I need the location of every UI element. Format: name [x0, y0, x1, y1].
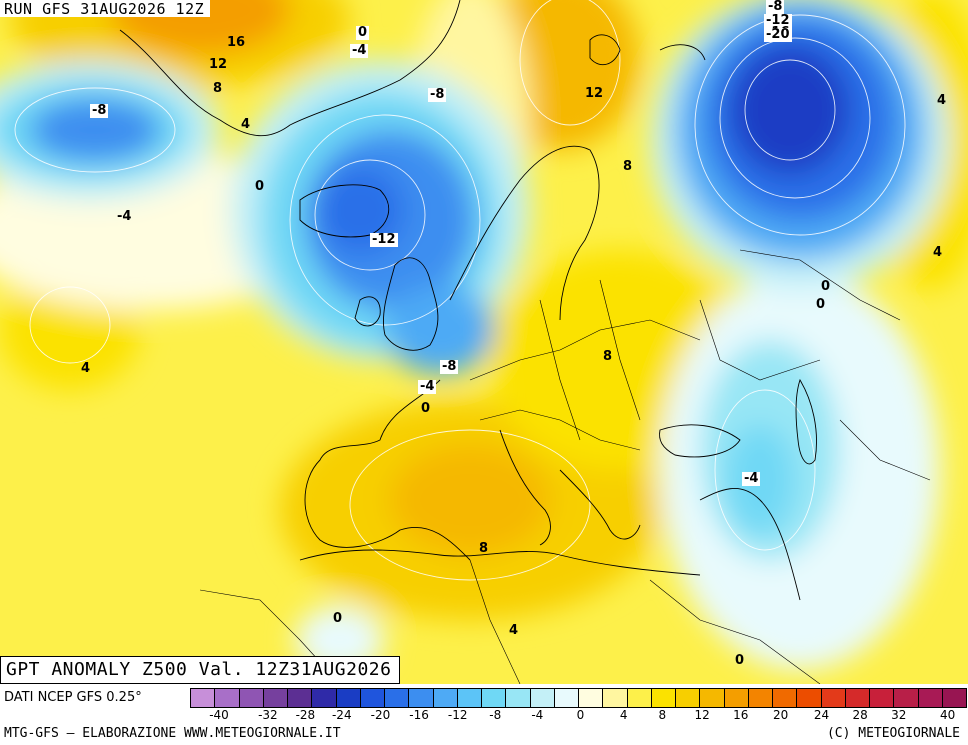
contour-label: 12 [585, 86, 604, 101]
colorbar-swatch [870, 689, 895, 707]
contour-label: -12 [370, 232, 398, 247]
colorbar-swatch [894, 689, 919, 707]
contour-label: 0 [333, 611, 343, 626]
colorbar-tick-label: -40 [209, 708, 229, 722]
colorbar-swatch [651, 689, 676, 707]
contour-label: -4 [350, 43, 369, 58]
contour-label: -8 [428, 87, 447, 102]
colorbar-swatch [724, 689, 749, 707]
colorbar-swatch [506, 689, 531, 707]
colorbar-tick-label: 16 [733, 708, 749, 722]
colorbar-swatch [748, 689, 773, 707]
colorbar-tick-label: -12 [447, 708, 468, 722]
anomaly-map [0, 0, 968, 684]
colorbar-tick-label: 4 [619, 708, 628, 722]
contour-label: 0 [821, 279, 831, 294]
colorbar-swatch [312, 689, 337, 707]
colorbar-tick-label: -16 [409, 708, 429, 722]
colorbar-swatch [579, 689, 604, 707]
contour-label: 8 [213, 81, 223, 96]
contour-label: 8 [479, 541, 489, 556]
contour-label: -4 [418, 379, 437, 394]
colorbar-swatch [482, 689, 507, 707]
colorbar-tick-label: 24 [813, 708, 830, 722]
contour-label: 4 [81, 361, 91, 376]
colorbar-tick-label: -8 [489, 708, 502, 722]
map-title: GPT ANOMALY Z500 Val. 12Z31AUG2026 [0, 656, 401, 684]
colorbar-swatch [288, 689, 313, 707]
contour-label: 16 [227, 35, 246, 50]
colorbar-swatch [263, 689, 288, 707]
contour-lines [14, 0, 906, 581]
contour-label: 4 [933, 245, 943, 260]
colorbar-swatch [336, 689, 361, 707]
colorbar-swatch [215, 689, 240, 707]
run-label: RUN GFS 31AUG2026 12Z [0, 0, 211, 17]
contour-label: 4 [241, 117, 251, 132]
colorbar-tick-label: -4 [531, 708, 544, 722]
colorbar-swatch [457, 689, 482, 707]
colorbar-tick-label: -20 [370, 708, 391, 722]
contour-label: -4 [742, 471, 761, 486]
country-borders [199, 249, 931, 684]
contour-label: 0 [421, 401, 431, 416]
colorbar-swatch [627, 689, 652, 707]
contour-label: -8 [90, 103, 109, 118]
coastlines [119, 0, 817, 601]
colorbar-swatch [821, 689, 846, 707]
colorbar-swatch [797, 689, 822, 707]
contour-label: 12 [209, 57, 228, 72]
colorbar-tick-label: -24 [331, 708, 352, 722]
colorbar-swatch [554, 689, 579, 707]
colorbar-swatch [409, 689, 434, 707]
footer: DATI NCEP GFS 0.25° -40 -32 -28 -24 -20 -16 -1… [0, 684, 968, 745]
colorbar-ticks: -40 -32 -28 -24 -20 -16 -12 -8 -4 0 4 8 12 16 20 24 28 32… [190, 708, 967, 724]
contour-label: -8 [440, 359, 459, 374]
colorbar [190, 688, 967, 708]
colorbar-swatch [239, 689, 264, 707]
colorbar-swatch [700, 689, 725, 707]
contour-label: 8 [623, 159, 633, 174]
contour-label: -8 [766, 0, 785, 14]
colorbar-swatch [385, 689, 410, 707]
contour-label: 0 [735, 653, 745, 668]
colorbar-swatch [942, 689, 966, 707]
colorbar-tick-label: 32 [891, 708, 907, 722]
colorbar-swatch [191, 689, 216, 707]
colorbar-swatch [918, 689, 943, 707]
colorbar-tick-label: 40 [940, 708, 956, 722]
colorbar-swatch [360, 689, 385, 707]
contour-label: 8 [603, 349, 613, 364]
credit-left: MTG-GFS — ELABORAZIONE WWW.METEOGIORNALE… [4, 726, 341, 741]
colorbar-tick-label: 8 [658, 708, 667, 722]
colorbar-tick-label: 12 [694, 708, 710, 722]
colorbar-tick-label: -32 [258, 708, 278, 722]
contour-label: -20 [764, 27, 792, 42]
contour-label: -4 [117, 209, 132, 224]
contour-label: 0 [255, 179, 265, 194]
colorbar-swatch [773, 689, 798, 707]
contour-label: -12 [764, 13, 792, 28]
map-panel: RUN GFS 31AUG2026 12Z 0 -4 16 12 8 -8 4 0 -4 -8 -1… [0, 0, 968, 684]
contour-label: 0 [356, 25, 370, 40]
contour-label: 0 [816, 297, 826, 312]
colorbar-swatch [845, 689, 870, 707]
colorbar-swatch [530, 689, 555, 707]
colorbar-swatch [676, 689, 701, 707]
colorbar-tick-label: 20 [772, 708, 789, 722]
colorbar-swatch [433, 689, 458, 707]
colorbar-tick-label: 0 [576, 708, 585, 722]
credit-right: (C) METEOGIORNALE [826, 726, 960, 741]
colorbar-tick-label: 28 [852, 708, 868, 722]
data-source: DATI NCEP GFS 0.25° [4, 690, 142, 705]
colorbar-tick-label: -28 [295, 708, 316, 722]
colorbar-swatch [603, 689, 628, 707]
contour-label: 4 [937, 93, 947, 108]
contour-label: 4 [509, 623, 519, 638]
